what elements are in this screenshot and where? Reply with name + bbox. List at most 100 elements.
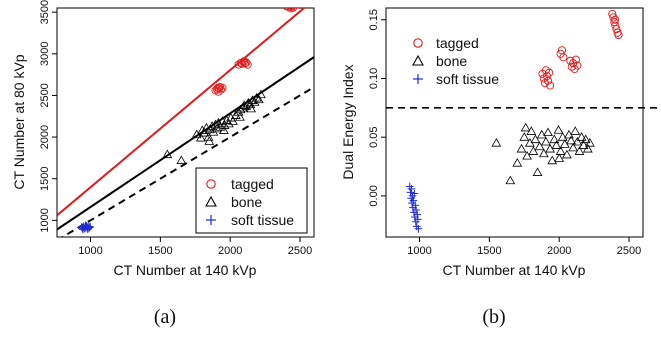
panel-a-tagged-point (239, 58, 248, 67)
panel-b-bone-point (534, 141, 545, 151)
panel-a-bone-point (243, 97, 254, 107)
panel-b-legend-bone-label: bone (436, 53, 467, 69)
panel-a-bone-point (204, 136, 215, 145)
panel-a-bone-point (215, 122, 226, 131)
panel-b-ytick-label: 0.05 (368, 126, 380, 147)
panel-a-ytick-label: 1500 (39, 166, 51, 190)
panel-b-tagged-point (566, 56, 575, 65)
panel-a-label: (a) (154, 306, 176, 328)
panel-b-bone-point (554, 153, 565, 162)
panel-b-xtick-label: 1500 (477, 245, 501, 257)
panel-a-tagged-point (214, 84, 224, 93)
panel-b-xtick-label: 2500 (617, 245, 641, 257)
panel-b-tagged-point (573, 61, 582, 70)
panel-b-legend-tagged-label: tagged (436, 35, 479, 51)
panel-a-xtick-label: 2500 (288, 245, 312, 257)
panel-a-tagged-point (240, 57, 249, 66)
panel-b-bone-point (547, 155, 558, 165)
panel-a-bone-point (228, 116, 238, 125)
panel-b-soft-tissue-point (414, 215, 422, 224)
panel-a-bone-point (195, 132, 206, 142)
panel-a-bone-point (223, 118, 234, 128)
panel-b-tagged-point (567, 62, 576, 71)
panel-b-bone-point (576, 132, 587, 141)
panel-a-legend-tagged-label: tagged (231, 176, 274, 192)
panel-b-tagged-point (545, 68, 554, 77)
panel-b-bone-point (561, 149, 572, 159)
panel-a-tagged-point (287, 8, 296, 11)
panel-a-bone-point (247, 95, 258, 104)
legend-soft-tissue-plus-icon (413, 74, 423, 84)
panel-b-legend-soft-tissue-label: soft tissue (436, 71, 499, 87)
panel-a-legend-bone-label: bone (231, 194, 262, 210)
panel-a-soft-tissue-point (83, 225, 92, 233)
panel-b-label: (b) (482, 306, 505, 328)
panel-b-xtick-label: 1000 (407, 245, 431, 257)
panel-a-xtick-label: 2000 (218, 245, 242, 257)
panel-b-legend: tagged bone soft tissue (412, 35, 499, 87)
panel-b-tagged-point (543, 76, 553, 85)
panel-b-tagged-point (611, 15, 620, 24)
legend-bone-triangle-icon (205, 195, 217, 207)
panel-b-bone-point (551, 140, 562, 149)
legend-tagged-circle-icon (206, 179, 216, 189)
panel-a-ytick-label: 2500 (39, 83, 51, 107)
panel-a-bone-point (219, 125, 229, 134)
panel-b-bone-point (553, 125, 564, 134)
panel-b-ytick-label: 0.10 (368, 68, 380, 89)
panel-a-soft-tissue-point (85, 223, 94, 232)
panel-b-tagged-point (571, 55, 581, 64)
panel-a-bone-fit-line (57, 56, 314, 231)
panel-b-bone-point (538, 148, 549, 158)
panel-b-ytick-label: 0.15 (368, 9, 380, 30)
panel-a-ylabel: CT Number at 80 kVp (11, 54, 27, 189)
panel-a-xtick-label: 1000 (78, 245, 102, 257)
panel-a-xlabel: CT Number at 140 kVp (114, 262, 257, 278)
panel-a-bone-point (249, 97, 260, 106)
panel-a-bone-point (246, 103, 257, 113)
panel-b-bone-point (572, 136, 583, 146)
panel-b-frame (385, 7, 644, 238)
legend-bone-triangle-icon (412, 54, 424, 66)
panel-b-bone-point (578, 140, 589, 149)
panel-b-soft-tissue-point (413, 210, 422, 219)
panel-a-plot-area: 1000 1500 2000 2500 1000 1500 2000 2500 3000 3500 (39, 0, 314, 257)
panel-b-bone-point (520, 122, 531, 132)
panel-b-bone-point (557, 132, 568, 141)
panel-b-tagged-point (612, 25, 621, 34)
panel-b-xtick-label: 2000 (547, 245, 571, 257)
panel-b-soft-tissue-point (412, 206, 420, 214)
panel-a-legend: tagged bone soft tissue (195, 167, 308, 234)
panel-b-soft-tissue-point (411, 201, 420, 210)
panel-b-bone-point (532, 167, 543, 176)
panel-b-bone-point (530, 134, 541, 144)
panel-b-soft-tissue-point (410, 189, 419, 198)
panel-b-bone-point (582, 143, 593, 153)
legend-tagged-circle-icon (413, 38, 423, 48)
panel-b-bone-point (519, 132, 530, 141)
panel-a-bone-point (235, 112, 245, 121)
panel-b-tagged-point (611, 21, 620, 30)
panel-a-tagged-point (217, 85, 226, 94)
panel-a-tagged-point (284, 8, 293, 12)
panel-b-soft-tissue-point (407, 185, 416, 193)
panel-a-bone-point (239, 100, 250, 109)
panel-b-bone-point (512, 158, 523, 167)
panel-b-bone-point (574, 146, 585, 155)
panel-b-ytick-label: 0.00 (368, 185, 380, 206)
panel-a-bone-point (256, 89, 266, 99)
panel-a-legend-soft-tissue-label: soft tissue (231, 212, 294, 228)
panel-a-tagged-point (286, 8, 296, 13)
panel-a-ytick-label: 3000 (39, 42, 51, 66)
panel-b-bone-point (585, 138, 595, 147)
panel-a-xtick-label: 1500 (148, 245, 172, 257)
panel-b-tagged-point (614, 30, 623, 40)
panel-b-tagged-point (546, 81, 555, 90)
panel-b-bone-point (505, 175, 516, 185)
panel-a-tagged-point (214, 87, 223, 96)
panel-b-tagged-point (609, 13, 618, 22)
panel-b-bone-point (566, 135, 576, 145)
panel-a-bone-point (245, 99, 256, 109)
panel-a-ytick-label: 3500 (39, 0, 51, 24)
